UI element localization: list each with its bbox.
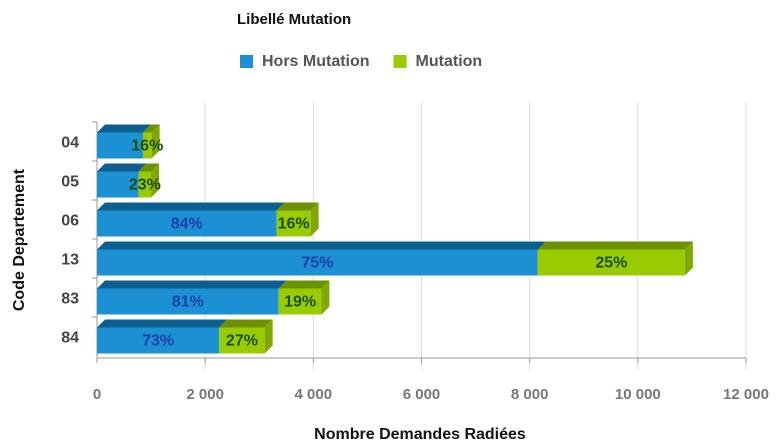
bar <box>97 210 277 237</box>
data-label: 19% <box>284 294 316 311</box>
bar <box>278 288 322 315</box>
bar-top <box>142 124 160 133</box>
y-tick-label: 04 <box>61 135 79 152</box>
bar <box>276 210 311 237</box>
x-tick-label: 8 000 <box>511 386 549 403</box>
bar <box>537 249 685 276</box>
y-axis-title: Code Departement <box>11 168 28 311</box>
bar <box>142 132 152 159</box>
bar-side <box>151 124 160 159</box>
legend-label: Mutation <box>416 53 483 70</box>
bar-top <box>97 241 546 250</box>
data-label: 16% <box>278 216 310 233</box>
bar-side <box>684 241 693 276</box>
bar <box>219 327 265 354</box>
bar-top <box>278 280 330 289</box>
legend-label: Hors Mutation <box>262 53 370 70</box>
data-label: 73% <box>142 333 174 350</box>
x-axis-title: Nombre Demandes Radiées <box>314 426 526 443</box>
bar-top <box>97 202 285 211</box>
y-tick-label: 13 <box>61 252 79 269</box>
bar-side <box>151 163 160 198</box>
x-tick-label: 10 000 <box>615 386 661 403</box>
bar <box>97 132 143 159</box>
x-tick-label: 4 000 <box>295 386 333 403</box>
bar-top <box>97 319 228 328</box>
data-label: 16% <box>131 138 163 155</box>
data-label: 81% <box>172 294 204 311</box>
bar-side <box>321 280 330 315</box>
y-tick-label: 84 <box>61 330 79 347</box>
bar-side <box>310 202 319 237</box>
bar-top <box>537 241 693 250</box>
bar-top <box>97 124 151 133</box>
legend-swatch <box>240 55 253 68</box>
bar-top <box>276 202 319 211</box>
data-label: 25% <box>595 255 627 272</box>
y-tick-label: 05 <box>61 174 79 191</box>
bar <box>97 327 220 354</box>
data-label: 27% <box>226 333 258 350</box>
bar <box>97 249 538 276</box>
y-tick-label: 83 <box>61 291 79 308</box>
legend-swatch <box>393 55 407 68</box>
x-tick-label: 2 000 <box>186 386 224 403</box>
legend-title: Libellé Mutation <box>237 11 351 28</box>
bar-side <box>264 319 273 354</box>
x-tick-label: 6 000 <box>403 386 441 403</box>
data-label: 84% <box>171 216 203 233</box>
bar-top <box>97 163 147 172</box>
data-label: 75% <box>301 255 333 272</box>
bar <box>97 171 139 198</box>
data-label: 23% <box>129 177 161 194</box>
x-tick-label: 0 <box>93 386 101 403</box>
bar-top <box>219 319 273 328</box>
y-tick-label: 06 <box>61 213 79 230</box>
x-tick-label: 12 000 <box>723 386 769 403</box>
bar-top <box>97 280 287 289</box>
bar-top <box>138 163 160 172</box>
bar <box>97 288 279 315</box>
bar <box>138 171 152 198</box>
